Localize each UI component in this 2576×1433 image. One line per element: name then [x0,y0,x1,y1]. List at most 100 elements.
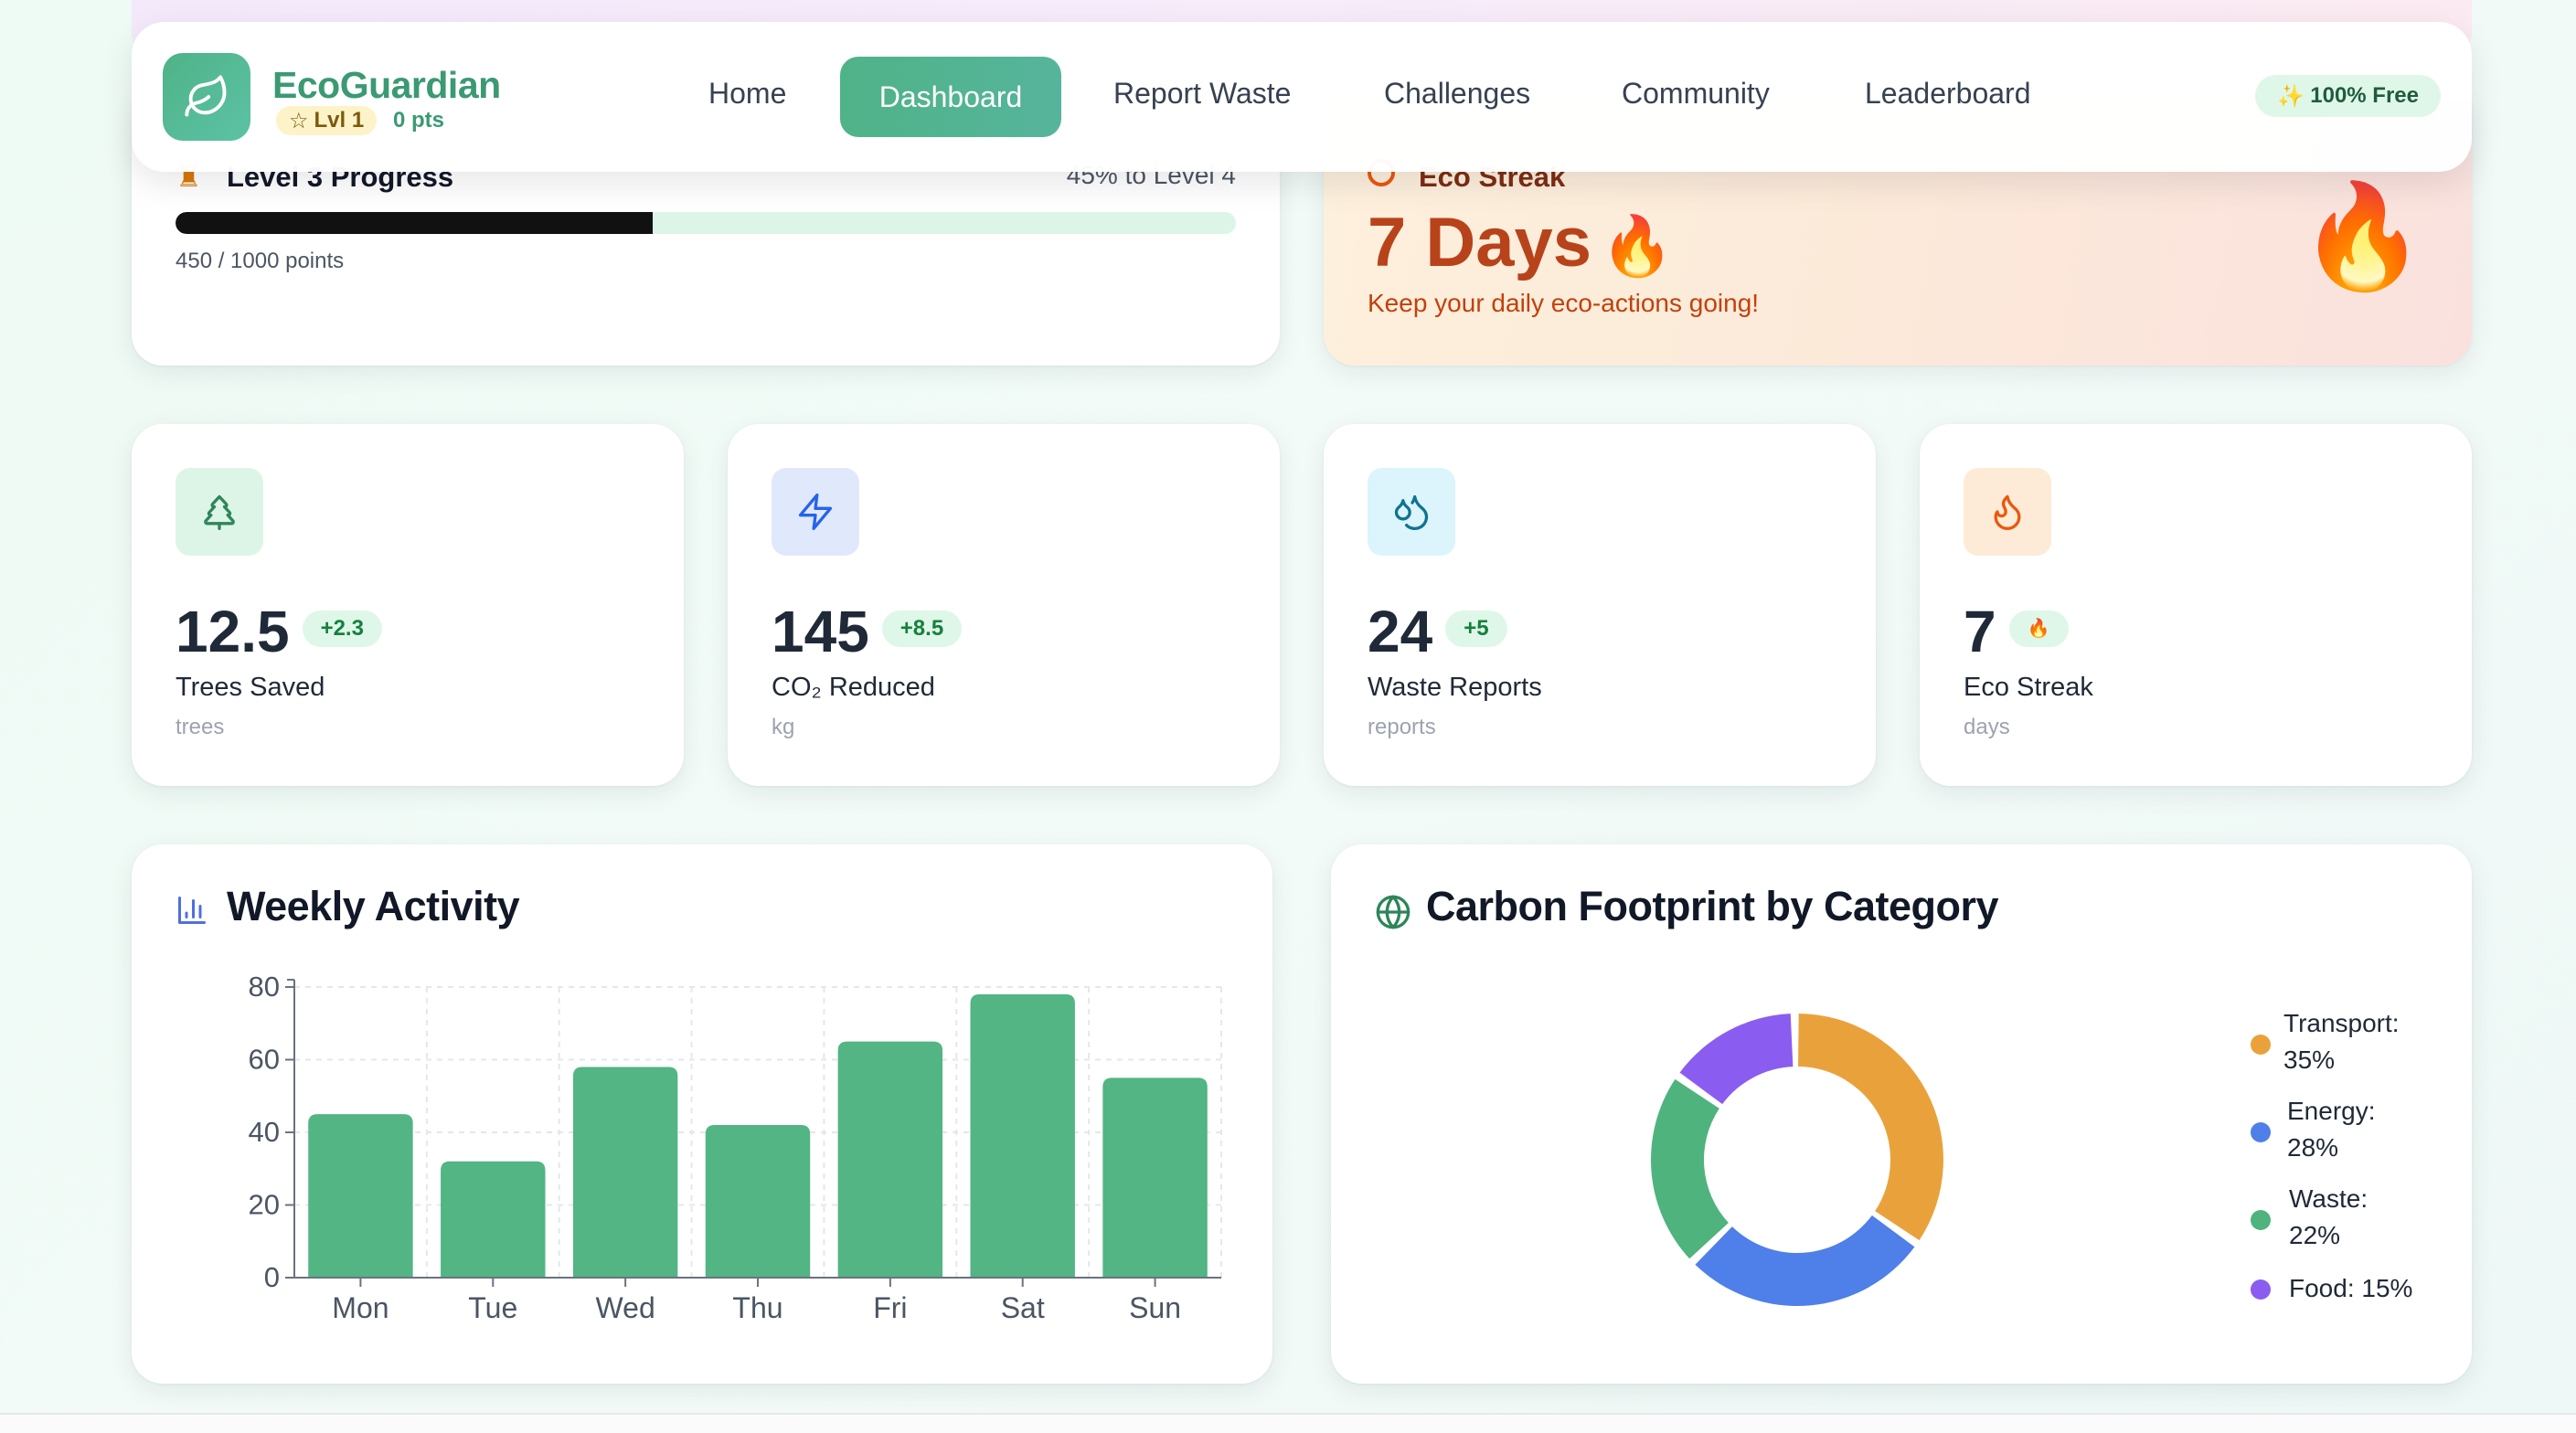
legend-transport: Transport: 35% [2283,1005,2400,1078]
bar-fri [837,1041,943,1278]
star-icon: ☆ [289,108,309,133]
large-fire-icon: 🔥 [2298,179,2426,293]
y-tick-label: 40 [249,1116,280,1148]
stat-icon-box [772,468,859,556]
level-badge-text: Lvl 1 [314,108,365,133]
bar-chart-icon [178,897,206,924]
legend-food: Food: 15% [2289,1270,2412,1307]
stat-delta-badge: +8.5 [881,610,963,648]
nav-dashboard-label: Dashboard [878,80,1023,113]
globe-icon [1376,895,1410,929]
points-text: 0 pts [393,108,445,133]
stat-label: CO₂ Reduced [772,673,935,702]
stat-value: 7 🔥 [1964,598,2069,665]
stat-delta-badge: +2.3 [302,610,382,648]
legend-dot-energy [2251,1122,2271,1142]
stat-delta-badge: 🔥 [2008,610,2069,648]
stat-unit: kg [772,715,795,739]
legend-dot-food [2251,1279,2271,1300]
app-name[interactable]: EcoGuardian [272,64,501,106]
legend-energy-line1: Energy: [2287,1097,2376,1125]
x-tick-label: Tue [468,1291,517,1324]
level-points-text: 450 / 1000 points [176,249,345,273]
stat-value: 24 +5 [1368,598,1507,665]
stat-card-co2: 145 +8.5 CO₂ Reduced kg [728,424,1280,786]
stat-card-waste-reports: 24 +5 Waste Reports reports [1324,424,1876,786]
weekly-activity-chart: 0 20 40 60 80 Mon Tue Wed Thu Fri Sat Sun [249,971,1222,1324]
carbon-footprint-card: Carbon Footprint by Category Transport: … [1331,844,2472,1384]
legend-dot-transport [2251,1035,2271,1055]
x-tick-label: Fri [873,1291,907,1324]
lightning-icon [798,494,833,530]
legend-waste-line1: Waste: [2289,1184,2368,1213]
y-tick-label: 80 [249,971,280,1003]
stat-delta-badge: +5 [1445,610,1507,648]
level-progress-bar [176,212,1236,234]
nav-report-waste[interactable]: Report Waste [1113,77,1292,110]
stat-value-text: 145 [772,599,869,664]
carbon-footprint-title: Carbon Footprint by Category [1426,883,1999,929]
legend-transport-line2: 35% [2283,1046,2336,1074]
carbon-donut-chart [1651,1014,1943,1306]
tree-icon [204,494,235,530]
stat-icon-box [1368,468,1455,556]
stat-unit: reports [1368,715,1436,739]
legend-dot-waste [2251,1210,2271,1230]
flame-icon [1994,494,2021,530]
stat-card-trees: 12.5 +2.3 Trees Saved trees [132,424,684,786]
stat-unit: days [1964,715,2010,739]
stat-label: Eco Streak [1964,673,2093,702]
donut-slice-waste [1651,1078,1729,1259]
y-tick-label: 60 [249,1044,280,1076]
top-navigation: EcoGuardian ☆ Lvl 1 0 pts Home Dashboard… [132,22,2472,172]
nav-leaderboard[interactable]: Leaderboard [1865,77,2031,110]
fire-icon: 🔥 [1601,213,1674,279]
bar-mon [308,1114,413,1278]
streak-days-text: 7 Days [1368,204,1592,281]
legend-energy: Energy: 28% [2287,1093,2376,1166]
legend-transport-line1: Transport: [2283,1009,2400,1037]
free-badge: ✨ 100% Free [2255,75,2441,117]
nav-community[interactable]: Community [1622,77,1770,110]
donut-slice-energy [1695,1215,1915,1306]
bar-sun [1102,1077,1208,1278]
bar-tue [441,1161,546,1278]
streak-subtitle: Keep your daily eco-actions going! [1368,289,1760,317]
stat-label: Trees Saved [176,673,325,702]
x-tick-label: Thu [732,1291,782,1324]
legend-waste-line2: 22% [2289,1221,2341,1249]
free-badge-text: 100% Free [2310,83,2419,108]
stat-value: 145 +8.5 [772,598,963,665]
legend-food-line1: Food: 15% [2289,1274,2413,1302]
bar-thu [705,1125,811,1278]
weekly-activity-card: Weekly Activity 0 20 40 60 80 Mon Tue Wed Thu Fri… [132,844,1272,1384]
y-tick-label: 0 [264,1261,280,1293]
level-progress-fill [176,212,653,234]
stat-icon-box [1964,468,2051,556]
legend-waste: Waste: 22% [2289,1181,2368,1254]
leaf-icon [185,75,227,117]
x-tick-label: Sun [1129,1291,1181,1324]
donut-slice-transport [1798,1014,1943,1241]
stat-value: 12.5 +2.3 [176,598,382,665]
sparkles-icon: ✨ [2277,83,2305,109]
bar-wed [572,1067,678,1278]
y-tick-label: 20 [249,1189,280,1221]
stat-unit: trees [176,715,225,739]
nav-challenges[interactable]: Challenges [1384,77,1531,110]
x-tick-label: Sat [1001,1291,1045,1324]
weekly-activity-title: Weekly Activity [227,883,520,929]
stat-card-eco-streak: 7 🔥 Eco Streak days [1920,424,2472,786]
app-logo[interactable] [163,53,250,141]
page-bottom-edge [0,1413,2576,1433]
stat-value-text: 24 [1368,599,1433,664]
donut-slice-food [1679,1014,1794,1105]
legend-energy-line2: 28% [2287,1133,2339,1162]
droplets-icon [1394,494,1429,531]
level-badge: ☆ Lvl 1 [276,106,378,135]
streak-days: 7 Days 🔥 [1368,203,1674,282]
stat-icon-box [176,468,263,556]
nav-dashboard[interactable]: Dashboard [840,57,1061,137]
stat-label: Waste Reports [1368,673,1542,702]
nav-home[interactable]: Home [708,77,787,110]
